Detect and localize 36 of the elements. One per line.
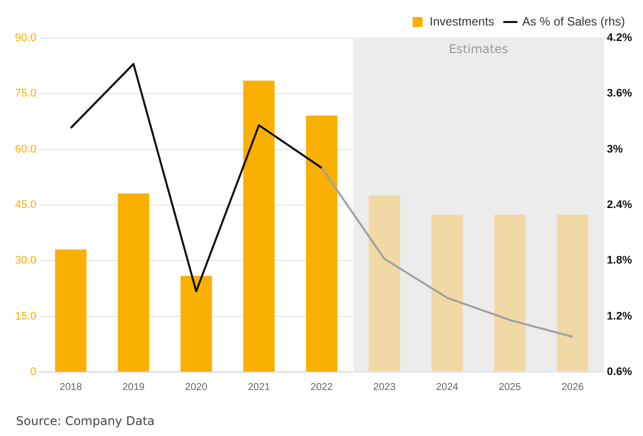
x-tick-label: 2018 [60, 382, 82, 393]
bar [556, 214, 588, 372]
y-tick-label: 75.0 [14, 88, 36, 100]
legend-label: As % of Sales (rhs) [522, 14, 626, 28]
y-tick-label: 30.0 [14, 254, 36, 267]
bar [431, 214, 463, 372]
x-tick-label: 2019 [122, 382, 146, 393]
bar [368, 195, 400, 372]
y2-tick-label: 0.6% [606, 366, 632, 378]
bar [118, 193, 150, 372]
bar [306, 116, 338, 372]
legend-label: Investments [430, 14, 494, 28]
x-tick-label: 2021 [248, 382, 271, 393]
y-tick-label: 60.0 [14, 143, 36, 156]
y2-tick-label: 1.2% [606, 310, 632, 322]
band-label: Estimates [448, 42, 508, 56]
source-note: Source: Company Data [16, 414, 155, 428]
bar [180, 276, 212, 372]
x-tick-label: 2026 [561, 382, 584, 393]
y-tick-label: 15.0 [14, 310, 36, 322]
y2-tick-label: 4.2% [606, 32, 632, 44]
y2-tick-label: 2.4% [606, 199, 632, 212]
x-tick-label: 2024 [436, 382, 459, 393]
x-tick-label: 2020 [185, 382, 208, 393]
y2-tick-label: 3% [606, 143, 624, 156]
y2-tick-label: 1.8% [606, 254, 632, 267]
y-tick-label: 45.0 [14, 199, 36, 212]
bar [494, 214, 526, 372]
y-tick-label: 0 [30, 366, 36, 378]
bar [55, 250, 86, 372]
bar [243, 80, 275, 372]
y-tick-label: 90.0 [14, 32, 36, 44]
y2-tick-label: 3.6% [606, 88, 632, 100]
x-tick-label: 2023 [373, 382, 396, 393]
x-tick-label: 2022 [310, 382, 334, 393]
x-tick-label: 2025 [498, 382, 522, 393]
